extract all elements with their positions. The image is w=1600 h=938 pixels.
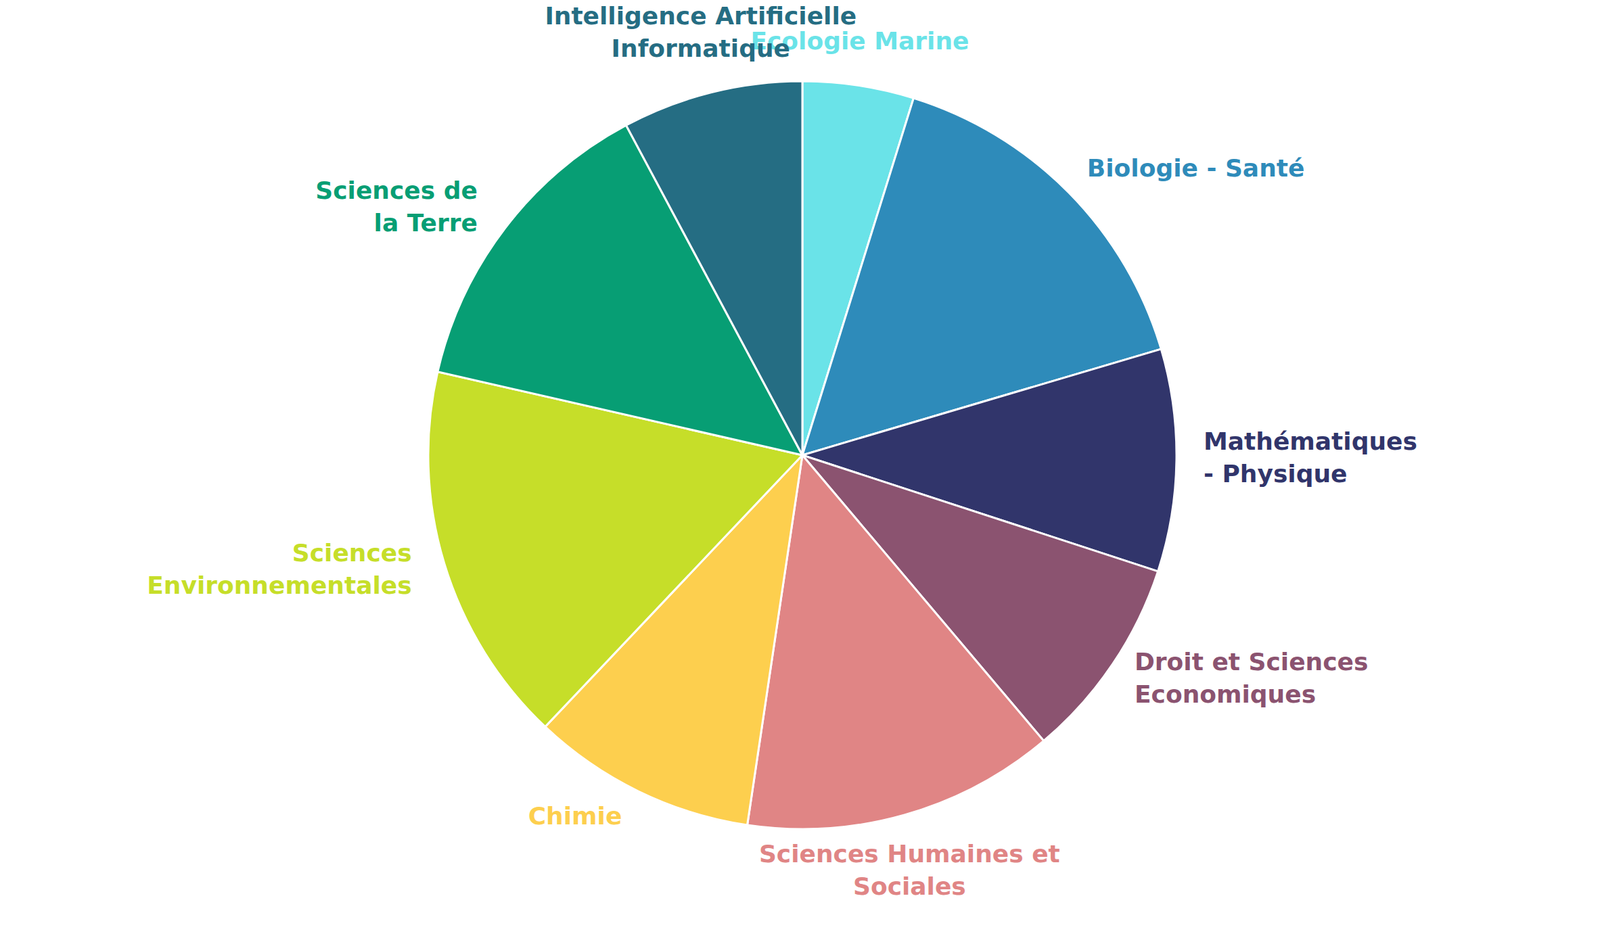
svg-text:Droit et SciencesEconomiques: Droit et SciencesEconomiques xyxy=(1134,648,1368,709)
svg-text:Chimie: Chimie xyxy=(528,802,623,831)
svg-text:Intelligence ArtificielleInfor: Intelligence ArtificielleInformatique xyxy=(544,5,857,63)
svg-text:Biologie - Santé: Biologie - Santé xyxy=(1087,154,1306,182)
svg-text:Ecologie Marine: Ecologie Marine xyxy=(750,26,970,55)
svg-text:Sciences dela Terre: Sciences dela Terre xyxy=(315,176,478,237)
svg-text:SciencesEnvironnementales: SciencesEnvironnementales xyxy=(146,539,412,600)
svg-text:Mathématiques- Physique: Mathématiques- Physique xyxy=(1203,427,1418,488)
svg-text:Sciences Humaines etSociales: Sciences Humaines etSociales xyxy=(759,840,1061,901)
